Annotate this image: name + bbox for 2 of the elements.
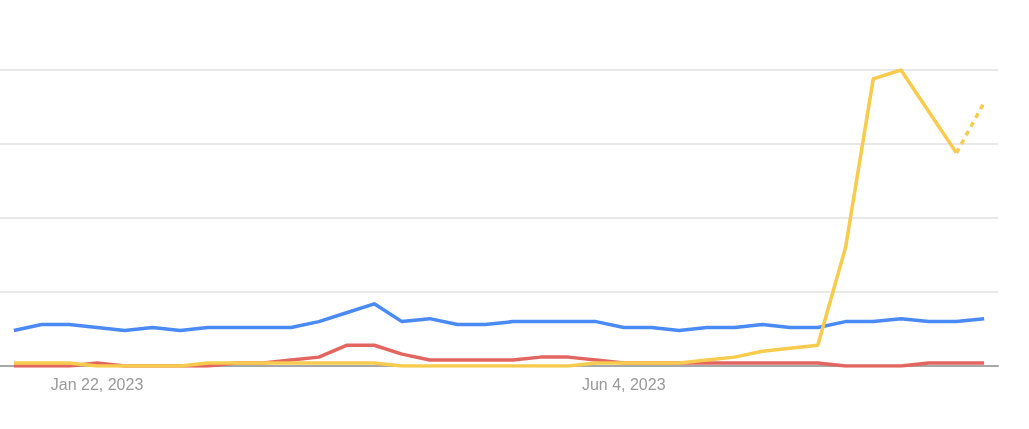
x-tick-label: Jan 22, 2023	[50, 375, 144, 393]
x-tick-label: Jun 4, 2023	[581, 375, 666, 393]
